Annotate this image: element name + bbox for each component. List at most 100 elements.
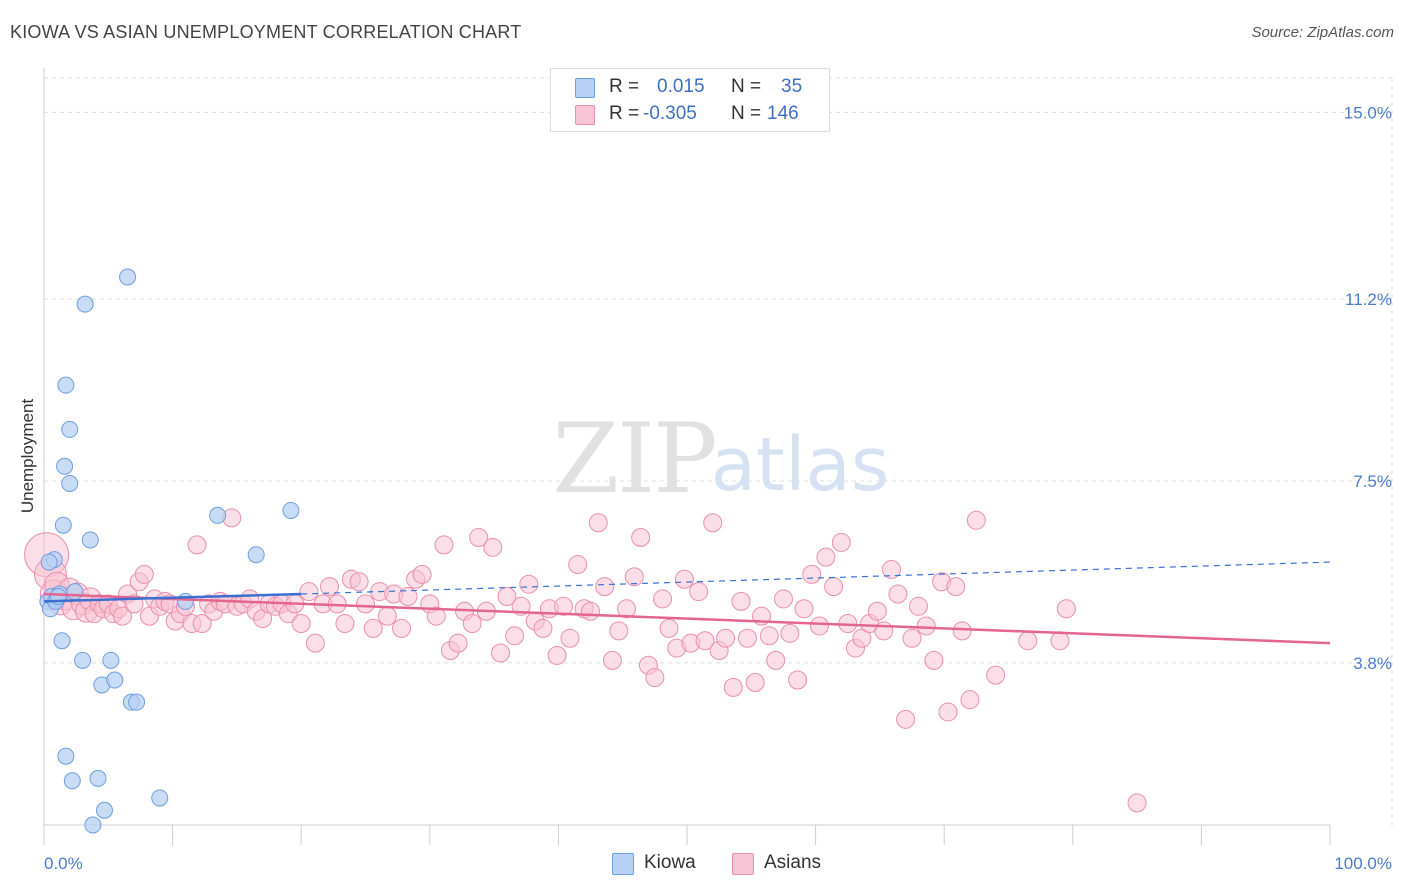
- tick-labels: 3.8% 7.5% 11.2% 15.0% 0.0% 100.0%: [44, 103, 1392, 873]
- asians-point: [759, 626, 779, 646]
- asians-point: [695, 631, 715, 651]
- kiowa-point: [119, 268, 137, 286]
- asians-point: [816, 547, 836, 567]
- legend-n-label: N =: [731, 103, 762, 124]
- asians-point: [946, 577, 966, 597]
- asians-point: [363, 618, 383, 638]
- legend-r-label: R =: [609, 76, 640, 97]
- legend-r-label: R =: [609, 103, 640, 124]
- asians-point: [319, 577, 339, 597]
- asians-point: [966, 510, 986, 530]
- asians-point: [960, 690, 980, 710]
- asians-point: [448, 633, 468, 653]
- legend-r-value: 0.015: [657, 76, 705, 97]
- asians-point: [595, 577, 615, 597]
- asians-point: [716, 628, 736, 648]
- kiowa-point: [53, 632, 71, 650]
- asians-point: [568, 555, 588, 575]
- asians-swatch: [575, 105, 595, 125]
- kiowa-point: [76, 295, 94, 313]
- asians-point: [392, 618, 412, 638]
- source-label: Source: ZipAtlas.com: [1251, 24, 1394, 41]
- y-tick-label: 3.8%: [1353, 654, 1392, 673]
- asians-point: [1018, 631, 1038, 651]
- kiowa-point: [57, 376, 75, 394]
- asians-series: [24, 508, 1147, 813]
- asians-point: [192, 614, 212, 634]
- asians-point: [780, 623, 800, 643]
- asians-point: [412, 564, 432, 584]
- asians-point: [896, 709, 916, 729]
- asians-point: [831, 532, 851, 552]
- asians-point: [617, 599, 637, 619]
- asians-point: [745, 672, 765, 692]
- asians-point: [554, 596, 574, 616]
- kiowa-point: [40, 553, 58, 571]
- asians-point: [788, 670, 808, 690]
- legend-n-value: 35: [781, 76, 803, 97]
- asians-legend-label: Asians: [764, 852, 822, 873]
- asians-point: [916, 616, 936, 636]
- kiowa-point: [282, 501, 300, 519]
- kiowa-point: [106, 671, 124, 689]
- x-tick-label: 0.0%: [44, 854, 83, 873]
- asians-point: [824, 577, 844, 597]
- asians-point: [469, 528, 489, 548]
- asians-point: [986, 665, 1006, 685]
- asians-point: [398, 586, 418, 606]
- asians-point: [723, 677, 743, 697]
- asians-point: [631, 528, 651, 548]
- asians-point: [924, 650, 944, 670]
- asians-point: [802, 564, 822, 584]
- y-tick-label: 7.5%: [1353, 472, 1392, 491]
- asians-point: [737, 628, 757, 648]
- kiowa-series: [39, 268, 300, 834]
- asians-point: [134, 564, 154, 584]
- kiowa-trend-line: [43, 592, 302, 603]
- asians-point: [434, 535, 454, 555]
- asians-point: [483, 537, 503, 557]
- asians-point: [653, 589, 673, 609]
- asians-point: [609, 621, 629, 641]
- kiowa-point: [176, 592, 194, 610]
- asians-point: [356, 594, 375, 614]
- kiowa-point: [74, 651, 92, 669]
- asians-point: [1127, 793, 1147, 813]
- kiowa-point: [81, 531, 99, 549]
- asians-point: [645, 668, 665, 688]
- asians-point: [1050, 631, 1070, 651]
- asians-point: [291, 614, 311, 634]
- watermark-atlas: atlas: [711, 422, 890, 508]
- kiowa-legend-swatch: [612, 853, 634, 875]
- kiowa-point: [89, 769, 107, 787]
- kiowa-point: [66, 583, 84, 601]
- asians-point: [689, 582, 709, 602]
- asians-point: [505, 626, 525, 646]
- watermark: ZIP atlas: [552, 403, 889, 515]
- asians-point: [674, 569, 694, 589]
- kiowa-point: [61, 420, 79, 438]
- asians-point: [731, 591, 751, 611]
- chart-title: KIOWA VS ASIAN UNEMPLOYMENT CORRELATION …: [10, 22, 522, 42]
- asians-point: [519, 574, 539, 594]
- legend-n-value: 146: [767, 103, 799, 124]
- asians-point: [305, 633, 325, 653]
- asians-point: [560, 628, 580, 648]
- asians-point: [902, 628, 922, 648]
- kiowa-point: [151, 789, 169, 807]
- asians-point: [659, 618, 679, 638]
- kiowa-point: [247, 546, 265, 564]
- kiowa-point: [128, 693, 146, 711]
- asians-point: [497, 586, 517, 606]
- asians-point: [581, 601, 601, 621]
- asians-point: [766, 650, 786, 670]
- asians-point: [1056, 599, 1076, 619]
- watermark-zip: ZIP: [552, 403, 715, 515]
- axes: [43, 68, 1331, 845]
- asians-point: [491, 643, 511, 663]
- kiowa-point: [95, 801, 113, 819]
- asians-point: [952, 621, 972, 641]
- asians-point: [511, 596, 531, 616]
- asians-point: [426, 606, 446, 626]
- correlation-legend: R = 0.015 N = 35 R = -0.305 N = 146: [550, 68, 830, 132]
